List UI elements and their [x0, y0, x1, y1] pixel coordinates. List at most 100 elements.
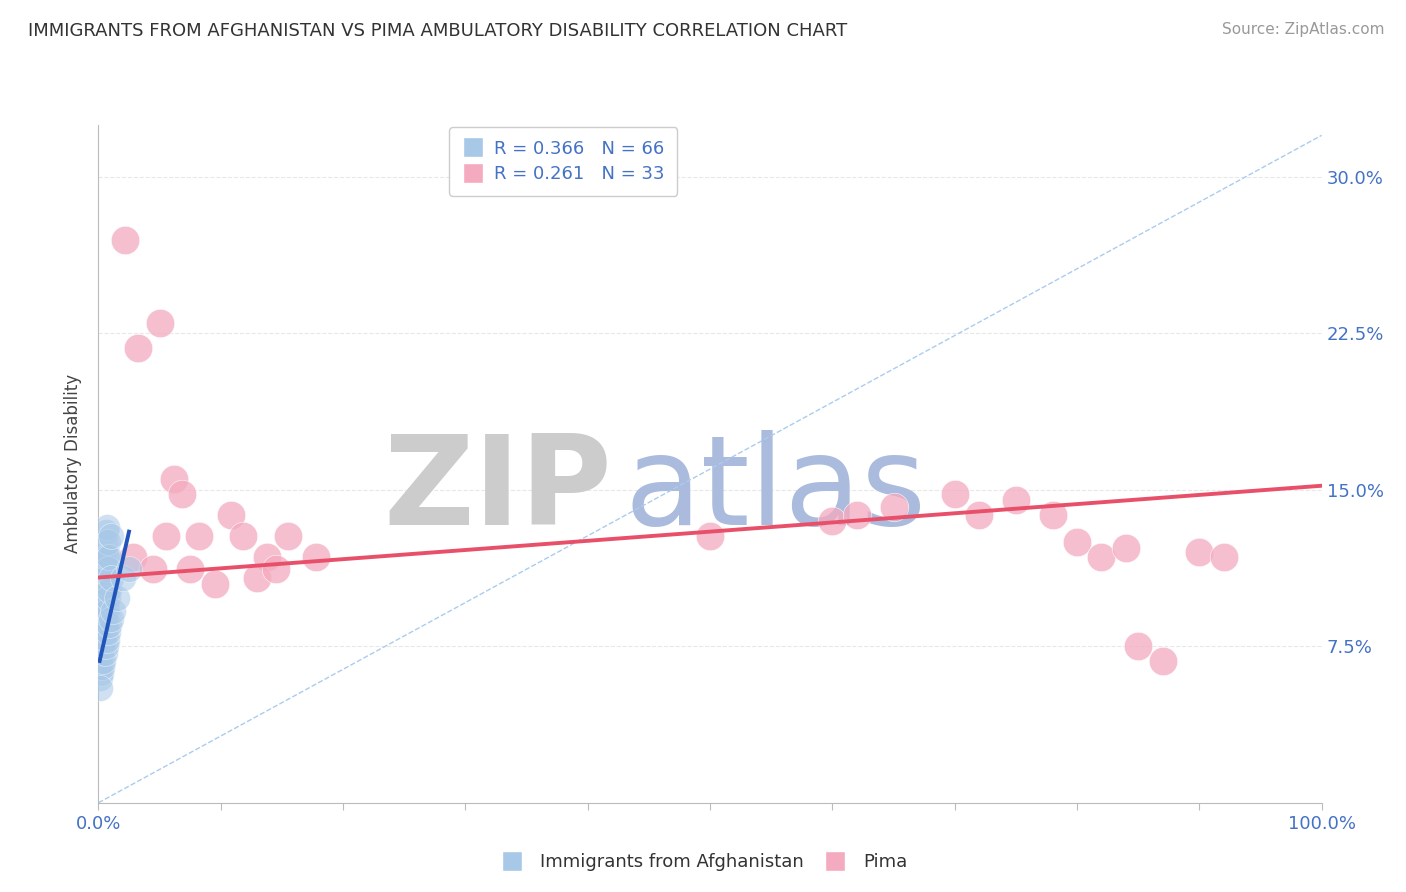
Point — [1152, 654, 1174, 668]
Text: Source: ZipAtlas.com: Source: ZipAtlas.com — [1222, 22, 1385, 37]
Point — [105, 591, 128, 606]
Point — [89, 591, 111, 606]
Point — [699, 529, 721, 543]
Point — [127, 341, 149, 355]
Point — [118, 562, 141, 576]
Point — [89, 624, 111, 639]
Point — [91, 576, 114, 591]
Point — [114, 233, 136, 247]
Point — [89, 612, 111, 626]
Point — [1115, 541, 1137, 556]
Point — [94, 640, 117, 654]
Point — [91, 640, 114, 654]
Point — [111, 570, 134, 584]
Point — [91, 549, 114, 564]
Point — [98, 582, 121, 597]
Point — [90, 562, 112, 576]
Point — [246, 570, 269, 584]
Point — [305, 549, 328, 564]
Point — [94, 524, 117, 539]
Point — [91, 570, 114, 584]
Point — [89, 598, 111, 612]
Point — [93, 582, 115, 597]
Point — [94, 618, 117, 632]
Point — [821, 514, 844, 528]
Point — [94, 570, 117, 584]
Point — [943, 487, 966, 501]
Point — [97, 624, 120, 639]
Point — [93, 646, 115, 660]
Point — [1212, 549, 1234, 564]
Point — [883, 500, 905, 514]
Point — [98, 618, 121, 632]
Point — [179, 562, 201, 576]
Legend: R = 0.366   N = 66, R = 0.261   N = 33: R = 0.366 N = 66, R = 0.261 N = 33 — [449, 128, 678, 195]
Point — [232, 529, 254, 543]
Point — [89, 604, 111, 618]
Point — [97, 535, 120, 549]
Point — [89, 671, 111, 685]
Point — [91, 633, 114, 648]
Point — [93, 604, 115, 618]
Point — [967, 508, 990, 522]
Point — [1188, 545, 1211, 559]
Point — [94, 549, 117, 564]
Point — [93, 562, 115, 576]
Point — [89, 587, 111, 601]
Text: ZIP: ZIP — [384, 431, 612, 551]
Point — [91, 660, 114, 674]
Point — [142, 562, 165, 576]
Point — [845, 508, 868, 522]
Point — [89, 646, 111, 660]
Point — [264, 562, 287, 576]
Point — [89, 618, 111, 632]
Point — [90, 604, 112, 618]
Point — [1066, 535, 1088, 549]
Text: IMMIGRANTS FROM AFGHANISTAN VS PIMA AMBULATORY DISABILITY CORRELATION CHART: IMMIGRANTS FROM AFGHANISTAN VS PIMA AMBU… — [28, 22, 848, 40]
Point — [277, 529, 299, 543]
Point — [89, 629, 111, 643]
Point — [97, 562, 120, 576]
Point — [91, 556, 114, 570]
Point — [100, 529, 122, 543]
Point — [94, 598, 117, 612]
Point — [1128, 640, 1150, 654]
Point — [100, 570, 122, 584]
Point — [89, 608, 111, 623]
Point — [96, 633, 118, 648]
Point — [163, 473, 186, 487]
Point — [89, 681, 111, 695]
Point — [149, 316, 172, 330]
Text: atlas: atlas — [624, 431, 927, 551]
Point — [96, 520, 118, 534]
Point — [91, 598, 114, 612]
Point — [89, 649, 111, 664]
Point — [90, 666, 112, 681]
Point — [1042, 508, 1064, 522]
Legend: Immigrants from Afghanistan, Pima: Immigrants from Afghanistan, Pima — [491, 847, 915, 879]
Point — [1004, 493, 1026, 508]
Point — [98, 549, 121, 564]
Point — [204, 576, 226, 591]
Point — [89, 640, 111, 654]
Y-axis label: Ambulatory Disability: Ambulatory Disability — [65, 375, 83, 553]
Point — [91, 618, 114, 632]
Point — [170, 487, 193, 501]
Point — [91, 591, 114, 606]
Point — [97, 591, 120, 606]
Point — [89, 654, 111, 668]
Point — [1090, 549, 1112, 564]
Point — [90, 624, 112, 639]
Point — [96, 549, 118, 564]
Point — [187, 529, 209, 543]
Point — [155, 529, 177, 543]
Point — [101, 604, 124, 618]
Point — [93, 624, 115, 639]
Point — [256, 549, 278, 564]
Point — [96, 576, 118, 591]
Point — [89, 633, 111, 648]
Point — [91, 612, 114, 626]
Point — [100, 612, 122, 626]
Point — [90, 582, 112, 597]
Point — [96, 604, 118, 618]
